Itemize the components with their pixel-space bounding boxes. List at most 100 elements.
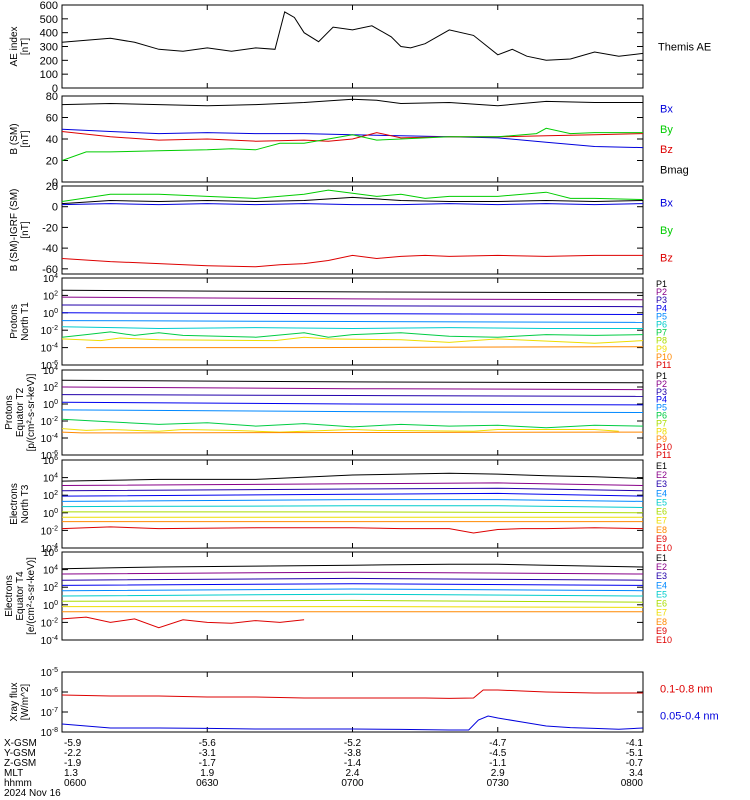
y-tick-label: 104 (43, 365, 58, 377)
time-axis-value: -5.2 (344, 738, 362, 749)
legend-entry: By (660, 124, 673, 136)
y-tick-label: 10-2 (41, 617, 58, 629)
series-line-3 (62, 394, 643, 397)
time-axis-value: -4.7 (489, 738, 507, 749)
legend-entry: E5 (656, 497, 667, 507)
series-line-3 (62, 487, 643, 492)
legend-entry: E4 (656, 580, 667, 590)
series-line-2 (62, 196, 643, 205)
series-line-8 (62, 606, 643, 608)
legend-entry: E5 (656, 589, 667, 599)
y-axis-label: [e/(cm²-s-sr-keV)] (26, 557, 37, 635)
legend-entry: P6 (656, 411, 667, 421)
time-axis-value: -1.4 (344, 758, 362, 769)
panel-frame (61, 459, 644, 549)
series-line-1 (62, 472, 643, 482)
y-tick-label: 102 (43, 490, 58, 502)
time-axis-value: 0700 (341, 778, 364, 789)
series-line-7 (62, 511, 643, 514)
series-line-2 (62, 386, 643, 391)
series-line-8 (62, 431, 643, 434)
y-axis-label: North T3 (20, 484, 31, 523)
y-tick-label: 106 (43, 547, 58, 559)
series-line-6 (62, 326, 643, 330)
y-tick-label: 10-2 (41, 416, 58, 428)
y-tick-label: 0 (52, 202, 58, 214)
legend-entry: Bz (660, 144, 673, 156)
time-axis-value: 1.3 (64, 768, 78, 779)
y-axis-label: [p/(cm²-s-sr-keV)] (26, 373, 37, 451)
y-tick-label: 100 (43, 600, 58, 612)
time-axis-value: 0630 (196, 778, 219, 789)
time-axis-value: 0600 (64, 778, 87, 789)
legend-entry: Bz (660, 253, 673, 265)
series-line-5 (62, 499, 643, 502)
legend-entry: P7 (656, 328, 667, 338)
series-line-1 (62, 289, 643, 294)
panel-7: 10-4 10-2 100 102 104 106 Electrons Equator T4[… (4, 547, 672, 647)
y-axis-label: Equator T4 (15, 571, 26, 621)
series-line-4 (62, 312, 643, 315)
series-line-1 (62, 563, 643, 570)
y-axis-label: [W/m^2] (20, 684, 31, 721)
legend-entry: P1 (656, 279, 667, 289)
y-tick-label: 300 (40, 42, 58, 54)
series-line-5 (62, 588, 643, 592)
legend-entry: P5 (656, 311, 667, 321)
legend-entry: P5 (656, 403, 667, 413)
y-tick-label: 104 (43, 473, 58, 485)
time-axis-value: -4.5 (489, 748, 507, 759)
series-line-1 (62, 379, 643, 384)
y-tick-label: 400 (40, 28, 58, 40)
time-axis-row-label: X-GSM (4, 738, 37, 749)
legend-entry: P10 (656, 442, 672, 452)
legend-entry: P7 (656, 418, 667, 428)
time-axis-value: -1.1 (489, 758, 507, 769)
legend-entry: E8 (656, 617, 667, 627)
legend-entry: E6 (656, 507, 667, 517)
series-line-1 (62, 98, 643, 107)
time-axis-value: 2.9 (491, 768, 505, 779)
legend-entry: P4 (656, 395, 667, 405)
y-axis-label: Protons (9, 304, 20, 338)
y-tick-label: 10-8 (41, 727, 58, 739)
series-line-4 (62, 254, 643, 268)
time-axis-value: -5.1 (626, 748, 644, 759)
series-line-8 (62, 336, 643, 344)
panel-8: 10-8 10-7 10-6 10-5 Xray flux [W/m^2] 0.1-0.8 … (9, 667, 719, 739)
y-axis-label: B (SM)-IGRF (SM) (9, 189, 20, 272)
y-tick-label: 10-4 (41, 635, 58, 647)
series-line-10 (62, 616, 305, 629)
time-axis-row-label: MLT (4, 768, 23, 779)
legend-entry: P9 (656, 434, 667, 444)
series-line-2 (62, 571, 643, 575)
series-line-3 (62, 131, 643, 142)
legend-entry: P3 (656, 387, 667, 397)
legend-entry: E9 (656, 626, 667, 636)
y-axis-label: AE index (9, 26, 20, 66)
series-line-6 (62, 418, 643, 429)
time-axis-row-label: Y-GSM (4, 748, 36, 759)
legend-entry: E4 (656, 488, 667, 498)
y-tick-label: 20 (46, 156, 58, 168)
legend-entry: 0.1-0.8 nm (660, 683, 713, 695)
series-line-2 (62, 715, 643, 731)
legend-entry: E10 (656, 635, 672, 645)
series-line-7 (62, 428, 619, 433)
series-line-4 (62, 583, 643, 586)
time-axis-value: -5.9 (64, 738, 82, 749)
time-axis-value: 0730 (487, 778, 510, 789)
time-axis-value: 0800 (621, 778, 644, 789)
legend-entry: E3 (656, 479, 667, 489)
legend-entry: E1 (656, 553, 667, 563)
y-tick-label: 100 (40, 69, 58, 81)
time-axis-value: -1.9 (64, 758, 82, 769)
y-tick-label: 102 (43, 290, 58, 302)
series-line-3 (62, 577, 643, 581)
legend-entry: P8 (656, 426, 667, 436)
y-tick-label: 10-2 (41, 325, 58, 337)
legend-entry: E2 (656, 562, 667, 572)
